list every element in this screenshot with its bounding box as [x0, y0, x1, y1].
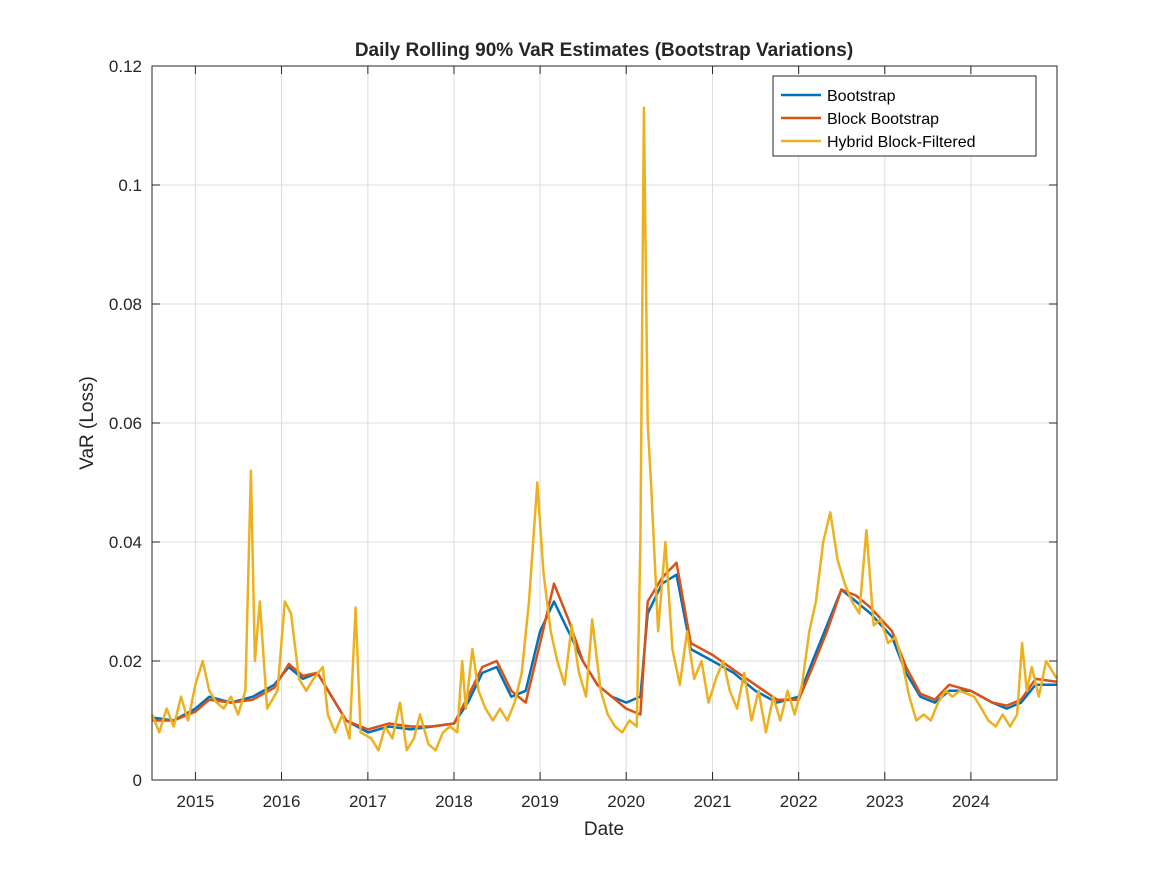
x-tick-label: 2023	[866, 792, 904, 811]
x-tick-label: 2024	[952, 792, 990, 811]
x-tick-label: 2019	[521, 792, 559, 811]
x-axis-label: Date	[584, 819, 624, 840]
y-tick-label: 0.12	[109, 57, 142, 76]
tick-layer: 0 0.02 0.04 0.06 0.08 0.1 0.12 2015 2016 2017 2018…	[109, 57, 1057, 811]
x-tick-label: 2018	[435, 792, 473, 811]
y-tick-label: 0	[133, 771, 142, 790]
legend-box	[772, 75, 1037, 157]
legend-label-3: Hybrid Block-Filtered	[827, 134, 975, 151]
x-tick-label: 2020	[607, 792, 645, 811]
legend-label-1: Bootstrap	[827, 88, 896, 105]
grid-layer	[152, 65, 1057, 781]
series-layer	[150, 106, 1059, 752]
y-tick-label: 0.08	[109, 295, 142, 314]
x-tick-label: 2016	[263, 792, 301, 811]
series-line-3	[150, 106, 1059, 752]
y-tick-label: 0.02	[109, 652, 142, 671]
y-tick-label: 0.04	[109, 533, 142, 552]
y-axis-label: VaR (Loss)	[77, 376, 98, 470]
x-tick-label: 2021	[694, 792, 732, 811]
legend: Bootstrap Block Bootstrap Hybrid Block-Fil…	[772, 75, 1037, 157]
x-tick-label: 2022	[780, 792, 818, 811]
chart-title: Daily Rolling 90% VaR Estimates (Bootstr…	[355, 40, 853, 61]
x-tick-label: 2017	[349, 792, 387, 811]
legend-label-2: Block Bootstrap	[827, 111, 939, 128]
x-tick-label: 2015	[176, 792, 214, 811]
y-tick-label: 0.06	[109, 414, 142, 433]
y-tick-label: 0.1	[118, 176, 142, 195]
